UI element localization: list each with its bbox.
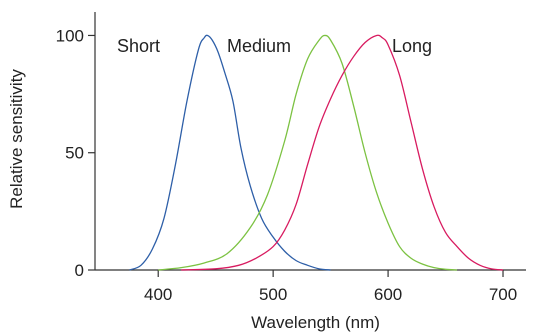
- series-line-long: [181, 34, 504, 271]
- series-layer: [129, 34, 504, 271]
- series-label-short: Short: [117, 36, 160, 56]
- x-axis-label: Wavelength (nm): [251, 313, 380, 332]
- y-tick-label: 0: [75, 261, 84, 280]
- series-label-medium: Medium: [227, 36, 291, 56]
- x-tick-label: 700: [489, 285, 517, 304]
- y-axis-ticks: 0 50 100: [56, 26, 95, 280]
- x-axis-ticks: 400 500 600 700: [144, 270, 517, 304]
- y-axis-label: Relative sensitivity: [7, 69, 26, 209]
- series-labels: Short Medium Long: [117, 36, 432, 56]
- x-tick-label: 500: [259, 285, 287, 304]
- y-tick-label: 50: [65, 144, 84, 163]
- series-line-medium: [158, 34, 458, 271]
- plot-area: 0 50 100 400 500 600 700: [56, 12, 526, 304]
- x-tick-label: 400: [144, 285, 172, 304]
- series-label-long: Long: [392, 36, 432, 56]
- series-line-short: [129, 34, 331, 271]
- y-tick-label: 100: [56, 26, 84, 45]
- x-tick-label: 600: [374, 285, 402, 304]
